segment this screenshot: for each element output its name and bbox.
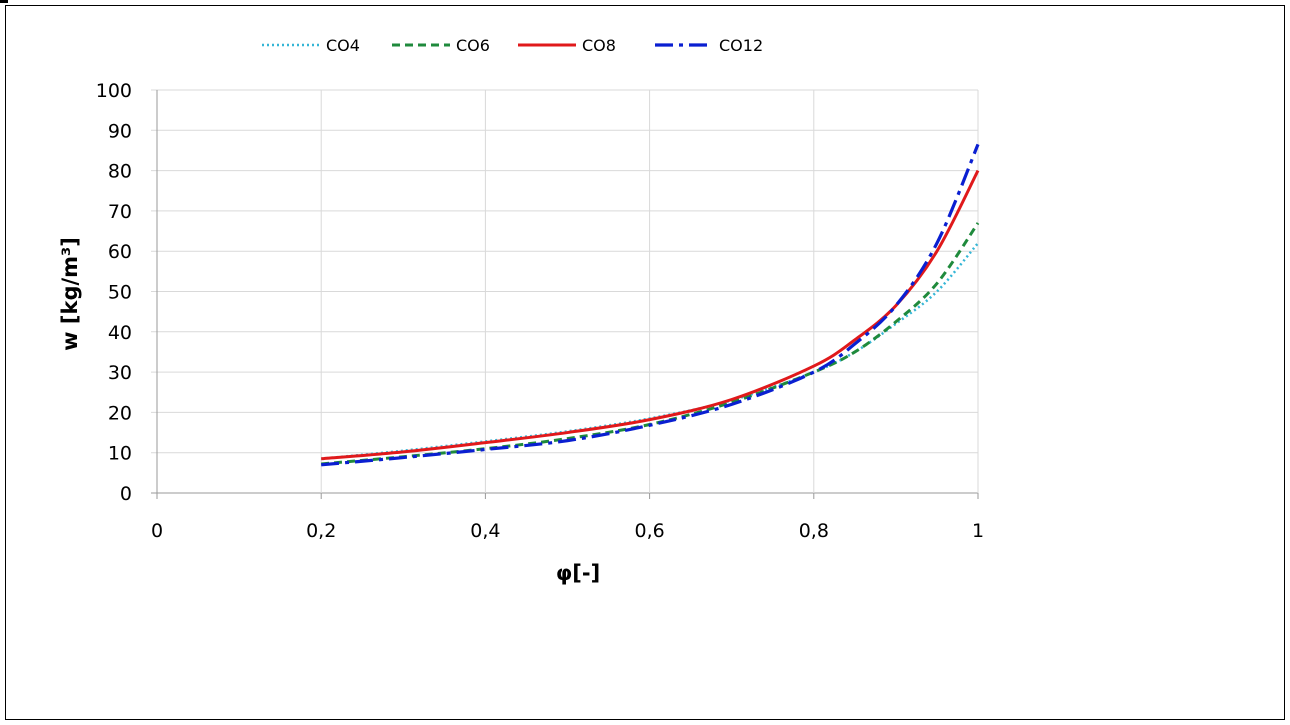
y-tick-label: 10 bbox=[108, 443, 132, 465]
x-tick-label: 0,2 bbox=[306, 520, 336, 542]
series-layer bbox=[321, 143, 980, 467]
legend: CO4 CO6 CO8 CO12 bbox=[262, 36, 763, 55]
x-axis-title: φ[-] bbox=[556, 561, 600, 585]
legend-label-co12: CO12 bbox=[719, 36, 763, 55]
x-tick-label: 0,4 bbox=[470, 520, 500, 542]
y-tick-label: 100 bbox=[96, 80, 132, 102]
axes bbox=[156, 90, 979, 499]
series-line-co12 bbox=[321, 143, 980, 467]
y-tick-label: 0 bbox=[120, 483, 132, 505]
y-tick-label: 20 bbox=[108, 402, 132, 424]
y-tick-label: 90 bbox=[108, 120, 132, 142]
y-tick-label: 30 bbox=[108, 362, 132, 384]
y-tick-label: 70 bbox=[108, 201, 132, 223]
legend-label-co8: CO8 bbox=[582, 36, 616, 55]
y-axis-title: w [kg/m³] bbox=[58, 237, 82, 351]
x-tick-label: 0 bbox=[151, 520, 163, 542]
x-tick-label: 0,8 bbox=[799, 520, 829, 542]
y-tick-label: 50 bbox=[108, 282, 132, 304]
legend-label-co6: CO6 bbox=[456, 36, 490, 55]
y-tick-label: 40 bbox=[108, 322, 132, 344]
figure-frame bbox=[5, 5, 1285, 720]
y-tick-label: 80 bbox=[108, 161, 132, 183]
x-tick-label: 0,6 bbox=[634, 520, 664, 542]
x-tick-label: 1 bbox=[972, 520, 984, 542]
legend-label-co4: CO4 bbox=[326, 36, 360, 55]
series-line-co6 bbox=[321, 222, 980, 466]
y-tick-labels: 0 10 20 30 40 50 60 70 80 90 100 bbox=[96, 80, 132, 505]
grid-lines bbox=[151, 89, 979, 494]
x-tick-labels: 0 0,2 0,4 0,6 0,8 1 bbox=[151, 520, 984, 542]
corner-mark bbox=[0, 0, 8, 3]
y-tick-label: 60 bbox=[108, 241, 132, 263]
